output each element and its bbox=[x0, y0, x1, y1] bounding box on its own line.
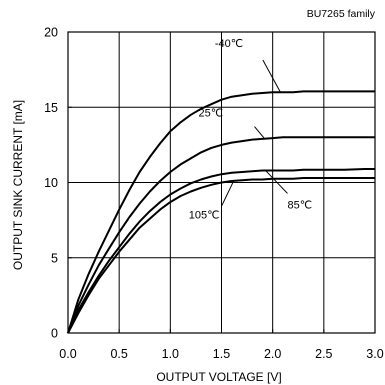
y-tick-label: 15 bbox=[44, 101, 58, 115]
ticks: 0.0 0.5 1.0 1.5 2.0 2.5 3.0 0 5 10 15 20 bbox=[44, 26, 384, 362]
x-tick-label: 2.0 bbox=[264, 347, 281, 361]
x-tick-label: 1.0 bbox=[162, 347, 179, 361]
series-label: -40℃ bbox=[215, 38, 243, 50]
x-tick-label: 1.5 bbox=[213, 347, 230, 361]
y-tick-label: 0 bbox=[51, 327, 58, 341]
x-tick-label: 3.0 bbox=[366, 347, 383, 361]
x-tick-label: 0.0 bbox=[59, 347, 76, 361]
series-callout-line bbox=[221, 180, 235, 206]
series-label: 85℃ bbox=[288, 199, 313, 211]
series-callout-line bbox=[262, 59, 282, 94]
series-callout-line bbox=[265, 170, 288, 194]
series-callout-line bbox=[254, 126, 265, 139]
y-axis-title: OUTPUT SINK CURRENT [mA] bbox=[11, 100, 25, 270]
series-lines bbox=[67, 90, 375, 334]
series-callouts: -40℃ 25℃ 85℃ 105℃ bbox=[189, 38, 312, 222]
x-tick-label: 0.5 bbox=[110, 347, 127, 361]
series-label: 105℃ bbox=[189, 210, 220, 222]
series-label: 25℃ bbox=[198, 108, 223, 120]
x-tick-label: 2.5 bbox=[315, 347, 332, 361]
series-line-1 bbox=[67, 136, 375, 334]
y-tick-label: 20 bbox=[44, 26, 58, 40]
series-line-0 bbox=[67, 90, 375, 334]
y-tick-label: 10 bbox=[44, 176, 58, 190]
series-line-2 bbox=[67, 168, 375, 334]
series-line-3 bbox=[67, 177, 375, 334]
y-tick-label: 5 bbox=[51, 251, 58, 265]
x-axis-title: OUTPUT VOLTAGE [V] bbox=[156, 370, 281, 384]
chart-title: BU7265 family bbox=[307, 8, 376, 20]
